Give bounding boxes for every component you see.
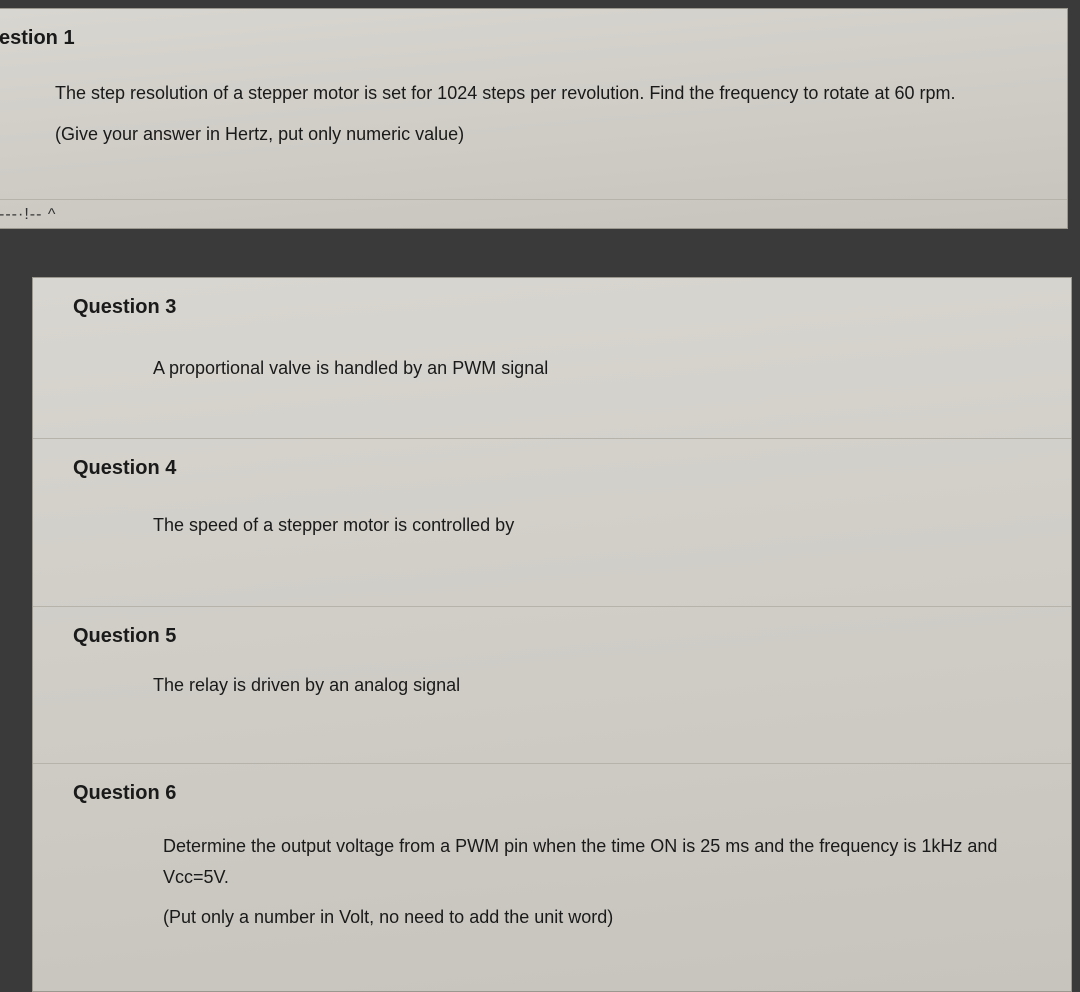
question-5: Question 5 The relay is driven by an ana… (33, 607, 1071, 764)
question-title: estion 1 (0, 9, 1067, 56)
question-text-line: Determine the output voltage from a PWM … (163, 831, 1043, 892)
question-3: Question 3 A proportional valve is handl… (33, 278, 1071, 439)
question-6: Question 6 Determine the output voltage … (33, 764, 1071, 991)
question-title: Question 3 (33, 278, 1071, 325)
question-text-line: The step resolution of a stepper motor i… (55, 78, 1039, 109)
question-panel-bottom: Question 3 A proportional valve is handl… (32, 277, 1072, 992)
question-1: estion 1 The step resolution of a steppe… (0, 9, 1067, 200)
cutoff-fragment: ---·!-- ^ (0, 206, 56, 224)
question-body: The step resolution of a stepper motor i… (0, 56, 1067, 199)
question-title: Question 5 (33, 607, 1071, 654)
question-text-line: (Give your answer in Hertz, put only num… (55, 119, 1039, 150)
question-text-line: The speed of a stepper motor is controll… (153, 510, 1043, 541)
question-panel-top: estion 1 The step resolution of a steppe… (0, 8, 1068, 229)
question-4: Question 4 The speed of a stepper motor … (33, 439, 1071, 608)
question-body: The speed of a stepper motor is controll… (33, 486, 1071, 607)
question-text-line: A proportional valve is handled by an PW… (153, 353, 1043, 384)
question-body: The relay is driven by an analog signal (33, 654, 1071, 763)
question-title: Question 6 (33, 764, 1071, 811)
question-body: A proportional valve is handled by an PW… (33, 325, 1071, 438)
question-title: Question 4 (33, 439, 1071, 486)
question-text-line: (Put only a number in Volt, no need to a… (163, 902, 1043, 933)
question-body: Determine the output voltage from a PWM … (33, 811, 1071, 991)
question-text-line: The relay is driven by an analog signal (153, 670, 1043, 701)
